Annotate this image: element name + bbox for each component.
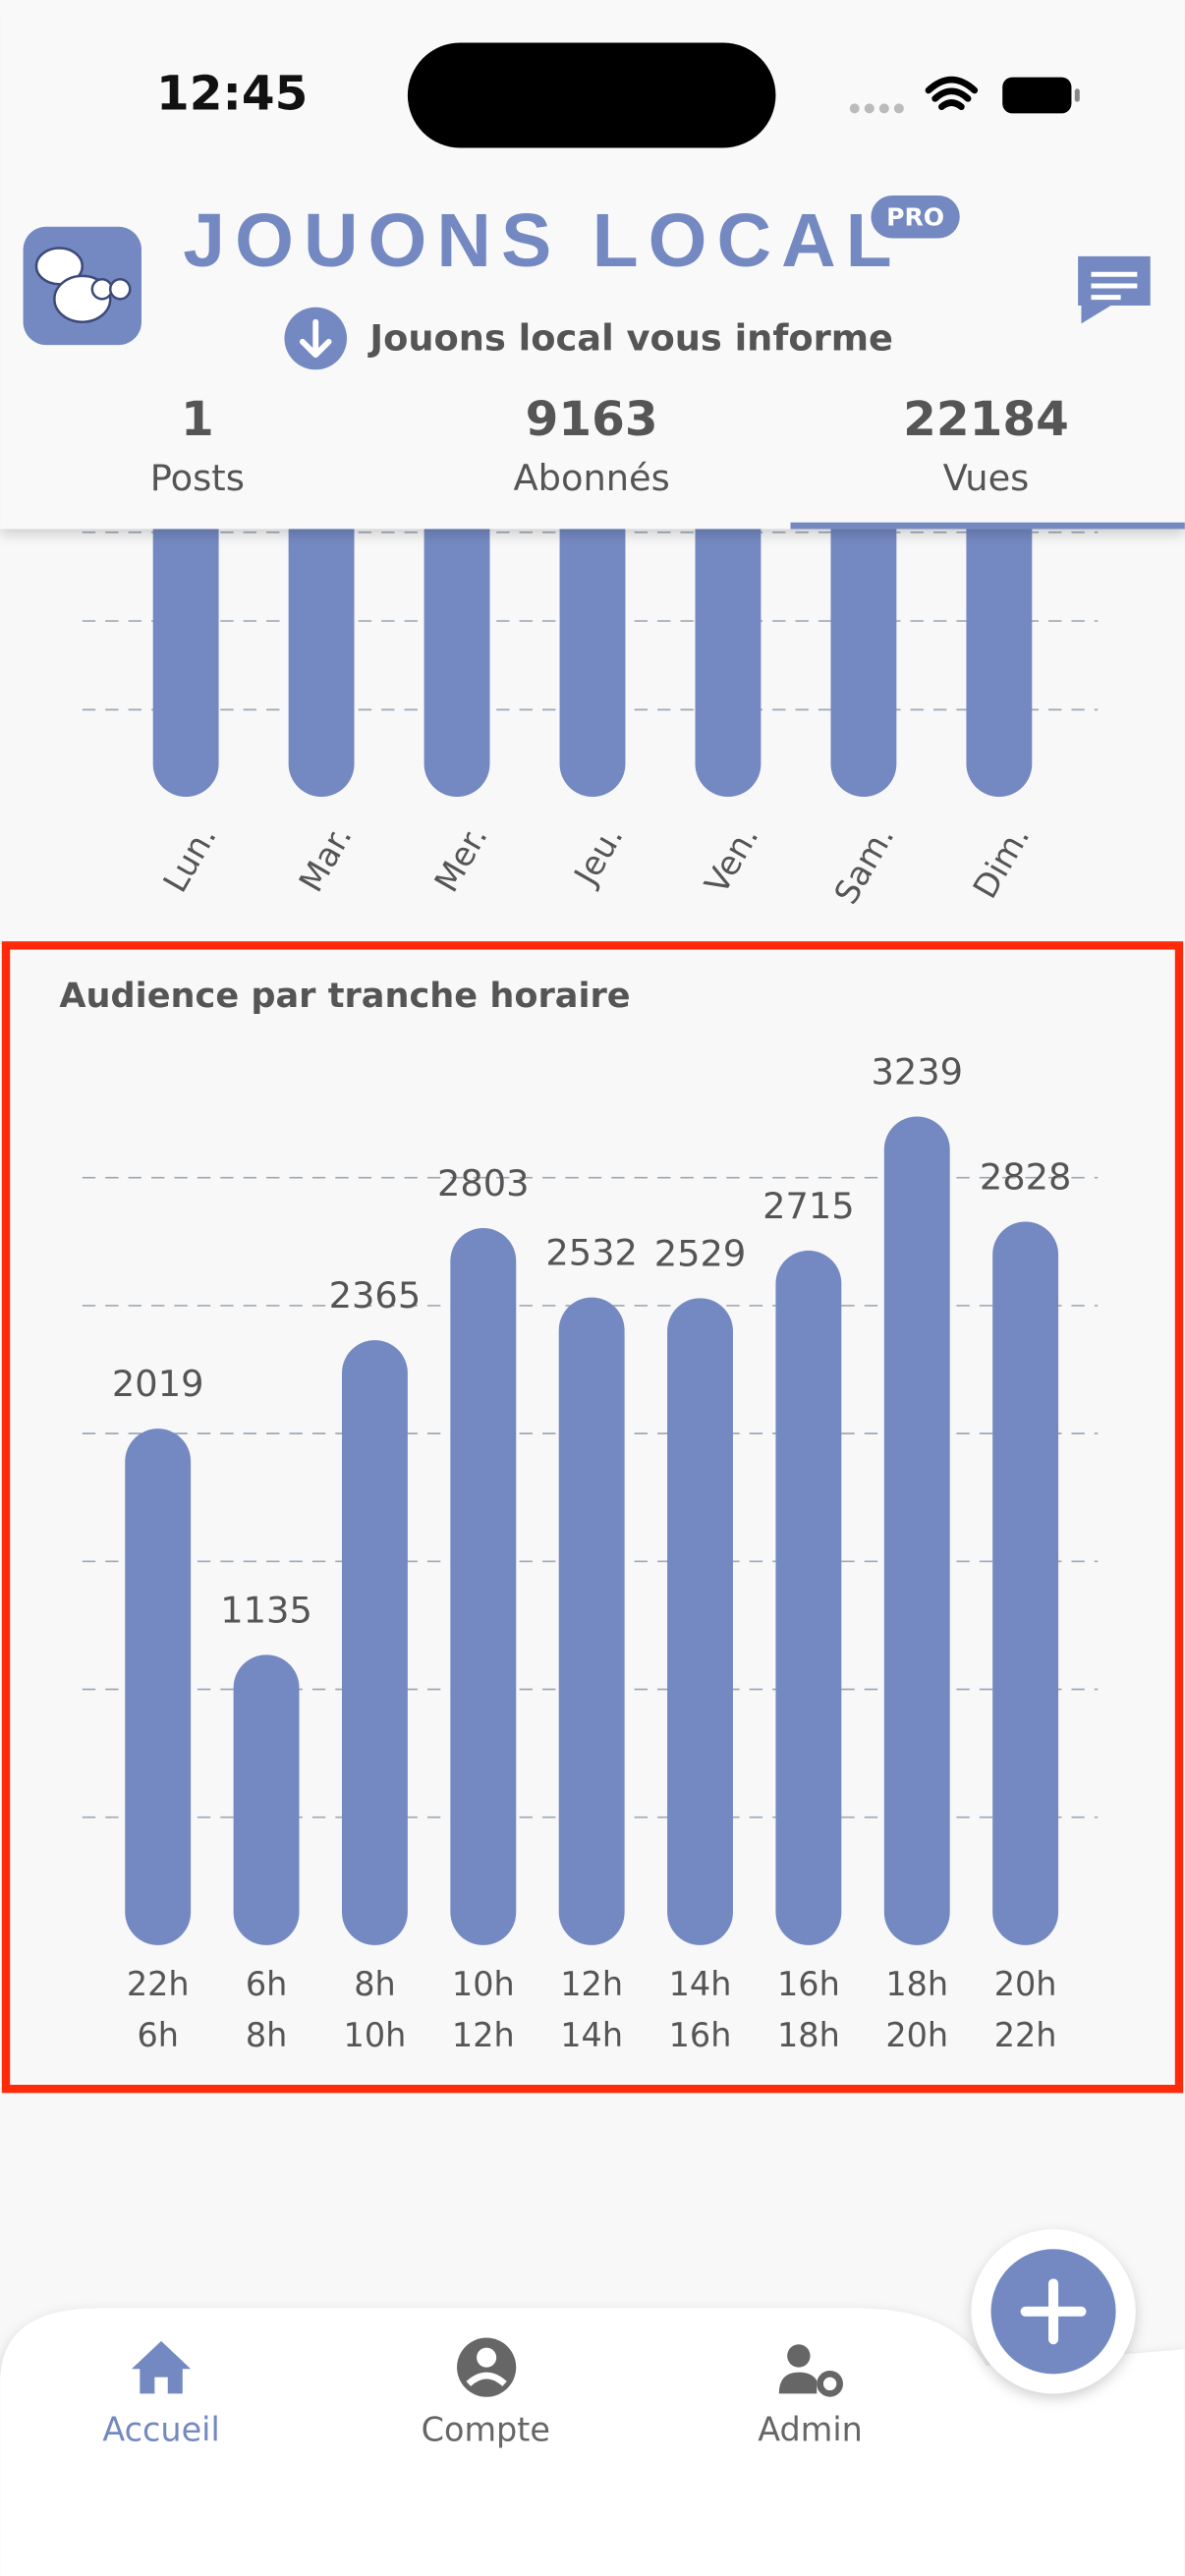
pro-badge [871, 195, 960, 239]
fab-plus [1020, 2278, 1087, 2345]
dynamic-island [407, 42, 776, 148]
x-tick-label: 10h [452, 1965, 515, 2003]
value-label: 1135 [220, 1589, 312, 1631]
bar [125, 1428, 192, 1945]
chart-title: Audience par tranche horaire [59, 976, 630, 1016]
home-icon [131, 2340, 192, 2394]
chat-button[interactable] [1078, 255, 1151, 324]
hourly-chart: Audience par tranche horaire 2019 22h 6h 11… [1, 941, 1184, 2094]
nav-label[interactable]: Admin [758, 2410, 863, 2448]
stat-value: 22184 [903, 392, 1069, 447]
stat-label: Abonnés [513, 457, 669, 499]
value-label: 2715 [762, 1185, 855, 1227]
stat-value: 9163 [526, 392, 658, 447]
x-tick-label: 10h [344, 2016, 407, 2054]
status-time: 12:45 [156, 67, 308, 122]
x-tick-label: 14h [560, 2016, 623, 2054]
x-tick-label: 16h [777, 1965, 840, 2003]
highlight-frame [1, 941, 1184, 2094]
x-tick-label: 12h [560, 1965, 623, 2003]
stats-bar: 1 Posts 9163 Abonnés 22184 Vues [150, 392, 1069, 499]
x-tick-label: 16h [669, 2016, 732, 2054]
x-tick-label: 18h [885, 1965, 948, 2003]
value-label: 2019 [112, 1363, 204, 1405]
bar [775, 1250, 842, 1945]
stat-label: Vues [943, 457, 1030, 499]
bar [341, 1340, 408, 1945]
x-tick-label: 8h [354, 1965, 395, 2003]
bar [883, 1116, 950, 1945]
battery-tip [1074, 88, 1080, 102]
brand-title: JOUONS LOCAL [183, 198, 901, 283]
battery-icon [1002, 77, 1072, 114]
value-label: 2532 [545, 1232, 638, 1274]
subtitle: Jouons local vous informe [367, 317, 893, 360]
bee-icon [34, 247, 132, 324]
x-tick-label: 14h [669, 1965, 732, 2003]
nav-label[interactable]: Compte [422, 2410, 550, 2448]
x-tick-label: 18h [777, 2016, 840, 2054]
value-label: 2803 [437, 1162, 530, 1204]
bar [558, 1297, 625, 1945]
x-tick-label: 20h [885, 2016, 948, 2054]
value-label: 3239 [871, 1051, 963, 1093]
stat-value: 1 [181, 392, 214, 447]
value-label: 2529 [654, 1232, 747, 1274]
bar [667, 1298, 733, 1945]
x-tick-label: 20h [994, 1965, 1057, 2003]
x-tick-label: 22h [127, 1965, 190, 2003]
admin-icon [787, 2344, 811, 2368]
nav-panel [0, 2308, 1185, 2576]
active-tab-indicator [790, 522, 1185, 530]
nav-label[interactable]: Accueil [102, 2410, 219, 2448]
account-body [466, 2372, 507, 2386]
x-tick-label: 8h [246, 2016, 287, 2054]
value-label: 2828 [980, 1156, 1072, 1199]
bar [992, 1221, 1059, 1945]
chat-lines [1091, 271, 1138, 301]
admin-gear [817, 2370, 844, 2397]
wifi-icon [925, 76, 979, 111]
bar [233, 1654, 300, 1945]
value-label: 2365 [329, 1274, 422, 1316]
signal-icon [849, 103, 904, 114]
account-head [477, 2347, 497, 2368]
x-tick-label: 12h [452, 2016, 515, 2054]
x-tick-label: 6h [246, 1965, 287, 2003]
bar [450, 1228, 517, 1945]
x-tick-label: 6h [137, 2016, 178, 2054]
admin-body [778, 2372, 818, 2394]
x-tick-label: 22h [994, 2016, 1057, 2054]
bottom-nav: Accueil Compte Admin [0, 2229, 1185, 2576]
header: 12:45 JOUONS LOCAL PRO Jouons local vous… [0, 0, 1185, 530]
stat-label: Posts [150, 457, 245, 499]
down-arrow-icon [299, 318, 332, 359]
pro-badge-text: PRO [886, 202, 944, 231]
